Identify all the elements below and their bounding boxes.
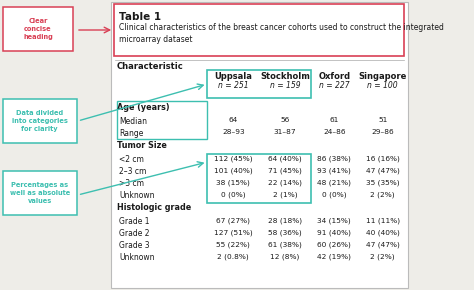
Text: Clinical characteristics of the breast cancer cohorts used to construct the inte: Clinical characteristics of the breast c… <box>119 23 444 44</box>
Text: 16 (16%): 16 (16%) <box>366 155 400 162</box>
Text: 93 (41%): 93 (41%) <box>318 167 351 173</box>
Text: Unknown: Unknown <box>119 191 155 200</box>
Text: 47 (47%): 47 (47%) <box>366 167 400 173</box>
Text: 58 (36%): 58 (36%) <box>268 229 302 235</box>
Text: 2 (2%): 2 (2%) <box>370 253 395 260</box>
Text: Oxford: Oxford <box>319 72 350 81</box>
Text: Median: Median <box>119 117 147 126</box>
Text: Stockholm: Stockholm <box>260 72 310 81</box>
Text: n = 100: n = 100 <box>367 81 398 90</box>
Text: Tumor Size: Tumor Size <box>117 141 166 150</box>
Text: 64 (40%): 64 (40%) <box>268 155 302 162</box>
Text: 0 (0%): 0 (0%) <box>322 191 346 197</box>
Text: 112 (45%): 112 (45%) <box>214 155 253 162</box>
Text: 61: 61 <box>330 117 339 123</box>
Text: Histologic grade: Histologic grade <box>117 203 191 212</box>
Text: 55 (22%): 55 (22%) <box>216 241 250 247</box>
Text: 40 (40%): 40 (40%) <box>366 229 400 235</box>
Text: Singapore: Singapore <box>358 72 407 81</box>
Text: 2–3 cm: 2–3 cm <box>119 167 146 176</box>
FancyBboxPatch shape <box>2 7 73 51</box>
Text: Grade 3: Grade 3 <box>119 241 150 250</box>
Text: 67 (27%): 67 (27%) <box>216 217 250 224</box>
Text: 48 (21%): 48 (21%) <box>318 179 351 186</box>
Text: 24–86: 24–86 <box>323 129 346 135</box>
Text: >3 cm: >3 cm <box>119 179 144 188</box>
Text: 127 (51%): 127 (51%) <box>214 229 253 235</box>
Text: Age (years): Age (years) <box>117 103 169 112</box>
Text: n = 227: n = 227 <box>319 81 350 90</box>
Text: 51: 51 <box>378 117 387 123</box>
Text: 12 (8%): 12 (8%) <box>271 253 300 260</box>
Text: 29–86: 29–86 <box>372 129 394 135</box>
FancyBboxPatch shape <box>114 4 404 56</box>
Text: Table 1: Table 1 <box>119 12 161 22</box>
Text: 71 (45%): 71 (45%) <box>268 167 302 173</box>
Text: 31–87: 31–87 <box>274 129 296 135</box>
Text: Clear
concise
heading: Clear concise heading <box>23 18 53 40</box>
Text: 61 (38%): 61 (38%) <box>268 241 302 247</box>
Text: 35 (35%): 35 (35%) <box>366 179 400 186</box>
Text: 2 (1%): 2 (1%) <box>273 191 297 197</box>
Text: 22 (14%): 22 (14%) <box>268 179 302 186</box>
FancyBboxPatch shape <box>110 2 408 288</box>
Text: 56: 56 <box>281 117 290 123</box>
Text: 91 (40%): 91 (40%) <box>318 229 351 235</box>
Text: 60 (26%): 60 (26%) <box>318 241 351 247</box>
Text: 34 (15%): 34 (15%) <box>318 217 351 224</box>
FancyBboxPatch shape <box>2 99 77 143</box>
Text: Range: Range <box>119 129 144 138</box>
Text: 28 (18%): 28 (18%) <box>268 217 302 224</box>
Text: 38 (15%): 38 (15%) <box>216 179 250 186</box>
FancyBboxPatch shape <box>207 70 311 98</box>
Text: 47 (47%): 47 (47%) <box>366 241 400 247</box>
FancyBboxPatch shape <box>2 171 77 215</box>
Text: <2 cm: <2 cm <box>119 155 144 164</box>
Text: Percentages as
well as absolute
values: Percentages as well as absolute values <box>9 182 70 204</box>
Text: Uppsala: Uppsala <box>214 72 252 81</box>
FancyBboxPatch shape <box>117 101 207 139</box>
Text: 28–93: 28–93 <box>222 129 245 135</box>
Text: Unknown: Unknown <box>119 253 155 262</box>
Text: 101 (40%): 101 (40%) <box>214 167 253 173</box>
Text: 2 (0.8%): 2 (0.8%) <box>218 253 249 260</box>
Text: 42 (19%): 42 (19%) <box>318 253 351 260</box>
Text: n = 159: n = 159 <box>270 81 301 90</box>
Text: 64: 64 <box>228 117 238 123</box>
Text: Grade 2: Grade 2 <box>119 229 150 238</box>
Text: 86 (38%): 86 (38%) <box>318 155 351 162</box>
Text: 2 (2%): 2 (2%) <box>370 191 395 197</box>
Text: Grade 1: Grade 1 <box>119 217 150 226</box>
Text: n = 251: n = 251 <box>218 81 248 90</box>
Text: Characteristic: Characteristic <box>117 62 183 71</box>
Text: 11 (11%): 11 (11%) <box>365 217 400 224</box>
Text: 0 (0%): 0 (0%) <box>221 191 246 197</box>
Text: Data divided
into categories
for clarity: Data divided into categories for clarity <box>12 110 68 132</box>
